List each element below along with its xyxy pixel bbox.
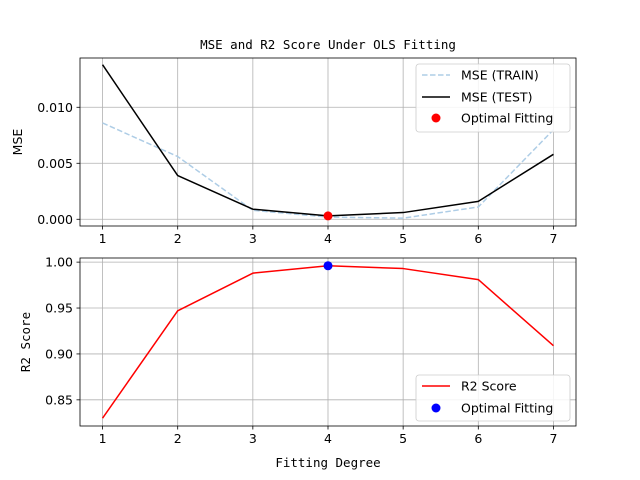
mse-x-ticks: 1 2 3 4 5 6 7	[99, 226, 557, 246]
x-tick-label: 7	[549, 231, 557, 246]
mse-legend: MSE (TRAIN) MSE (TEST) Optimal Fitting	[415, 63, 571, 133]
x-tick-label: 5	[399, 431, 407, 446]
r2-y-ticks: 0.85 0.90 0.95 1.00	[45, 255, 80, 407]
mse-y-ticks: 0.000 0.005 0.010	[37, 100, 80, 227]
chart-title: MSE and R2 Score Under OLS Fitting	[200, 37, 456, 52]
mse-legend-box	[415, 63, 571, 133]
legend-optimal-marker	[431, 113, 441, 123]
y-tick-label: 0.000	[37, 212, 73, 227]
mse-panel: 1 2 3 4 5 6 7 0.000 0.005 0.010 MSE MSE (TRAIN) …	[10, 57, 577, 246]
legend-optimal-label-r2: Optimal Fitting	[461, 401, 553, 416]
mse-y-axis-label: MSE	[10, 129, 25, 156]
optimal-fitting-marker	[323, 261, 333, 271]
x-tick-label: 3	[249, 431, 257, 446]
optimal-fitting-marker	[323, 211, 333, 221]
legend-train-label: MSE (TRAIN)	[461, 68, 539, 83]
r2-legend: R2 Score Optimal Fitting	[415, 374, 571, 422]
x-tick-label: 4	[324, 431, 332, 446]
mse-lines	[101, 64, 554, 221]
x-tick-label: 1	[99, 431, 107, 446]
x-tick-label: 3	[249, 231, 257, 246]
r2-x-ticks: 1 2 3 4 5 6 7	[99, 426, 557, 446]
x-tick-label: 7	[549, 431, 557, 446]
legend-optimal-marker-r2	[431, 403, 441, 413]
y-tick-label: 0.90	[45, 346, 73, 361]
x-tick-label: 2	[174, 231, 182, 246]
y-tick-label: 0.95	[45, 301, 73, 316]
x-axis-label: Fitting Degree	[275, 455, 380, 470]
x-tick-label: 5	[399, 231, 407, 246]
r2-legend-box	[415, 374, 571, 422]
y-tick-label: 0.005	[37, 156, 73, 171]
legend-optimal-label: Optimal Fitting	[461, 111, 553, 126]
legend-test-label: MSE (TEST)	[461, 90, 532, 105]
legend-r2-label: R2 Score	[461, 379, 517, 394]
r2-grid	[80, 258, 576, 426]
y-tick-label: 1.00	[45, 255, 73, 270]
y-tick-label: 0.010	[37, 100, 73, 115]
x-tick-label: 6	[474, 231, 482, 246]
r2-y-axis-label: R2 Score	[18, 312, 33, 372]
r2-lines	[101, 261, 554, 419]
x-tick-label: 2	[174, 431, 182, 446]
x-tick-label: 1	[99, 231, 107, 246]
y-tick-label: 0.85	[45, 392, 73, 407]
x-tick-label: 4	[324, 231, 332, 246]
x-tick-label: 6	[474, 431, 482, 446]
